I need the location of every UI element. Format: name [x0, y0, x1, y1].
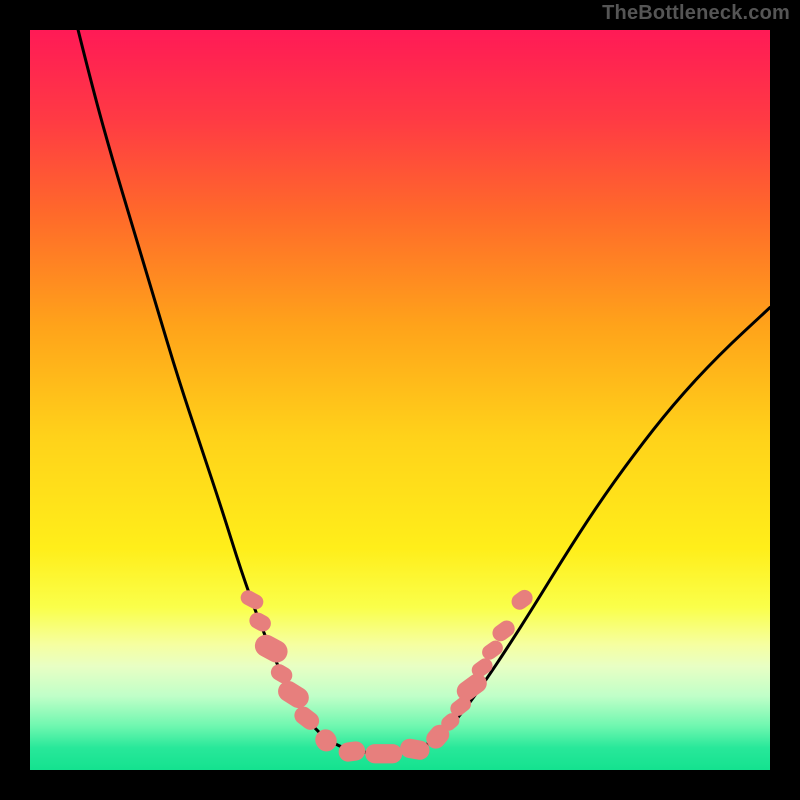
watermark-text: TheBottleneck.com — [602, 2, 790, 25]
marker-blob — [365, 744, 402, 763]
gradient-background — [30, 30, 770, 770]
chart-frame: TheBottleneck.com — [0, 0, 800, 800]
bottleneck-chart — [0, 0, 800, 800]
